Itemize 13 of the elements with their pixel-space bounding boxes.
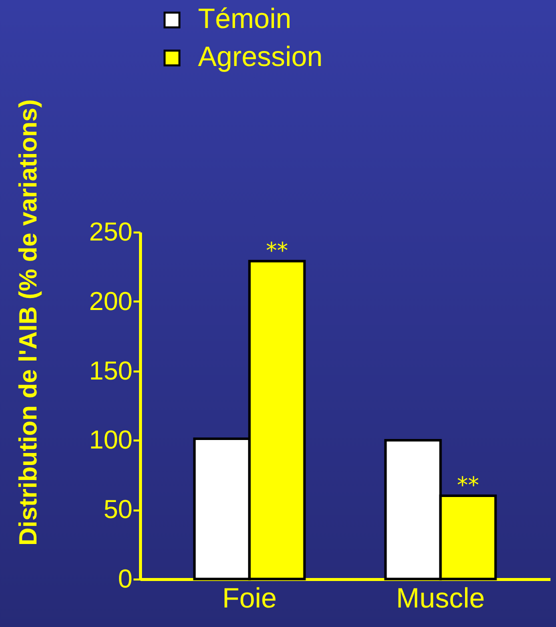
y-tick-label: 150 <box>89 355 132 386</box>
y-tick-label: 200 <box>89 286 132 316</box>
annotation: ** <box>266 239 288 264</box>
y-axis-title: Distribution de l'AIB (% de variations) <box>14 99 42 546</box>
annotation: ** <box>457 474 480 499</box>
legend-label: Agression <box>198 41 323 72</box>
legend-label: Témoin <box>198 3 292 34</box>
x-tick-label: Muscle <box>396 582 485 614</box>
y-tick-label: 250 <box>89 216 132 246</box>
x-tick-label: Foie <box>222 582 277 614</box>
y-tick-label: 50 <box>104 494 132 524</box>
y-tick-label: 100 <box>89 424 132 455</box>
y-tick-label: 0 <box>118 564 132 594</box>
